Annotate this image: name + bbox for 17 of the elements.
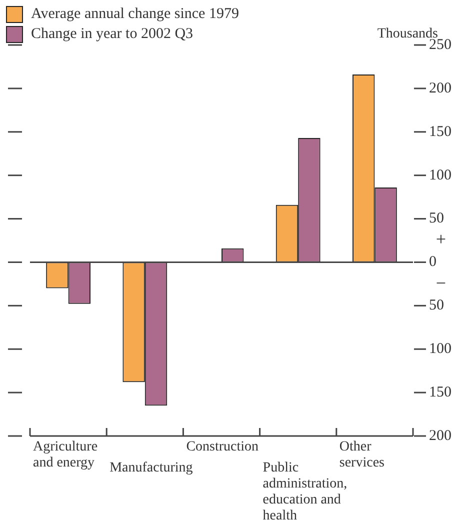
y-tick-label: 0 (429, 254, 436, 270)
y-tick-label: 150 (429, 124, 452, 140)
x-tick-label: Manufacturing (110, 460, 193, 476)
x-tick-label: Other services (339, 440, 384, 471)
legend-label: Average annual change since 1979 (31, 6, 239, 22)
legend-label: Change in year to 2002 Q3 (31, 26, 194, 42)
y-tick-label: 200 (429, 80, 452, 96)
y-tick-label: 150 (429, 384, 452, 400)
y-tick-label: 50 (429, 210, 444, 227)
y-tick-label: 200 (429, 428, 452, 444)
y-tick-label: 100 (429, 167, 452, 184)
x-tick-label: Agriculture and energy (33, 440, 98, 471)
y-tick-label: 100 (429, 341, 452, 358)
y-tick-label: 50 (429, 298, 444, 314)
text: + (436, 228, 446, 249)
text: − (436, 272, 446, 293)
x-tick-label: Construction (186, 440, 259, 455)
